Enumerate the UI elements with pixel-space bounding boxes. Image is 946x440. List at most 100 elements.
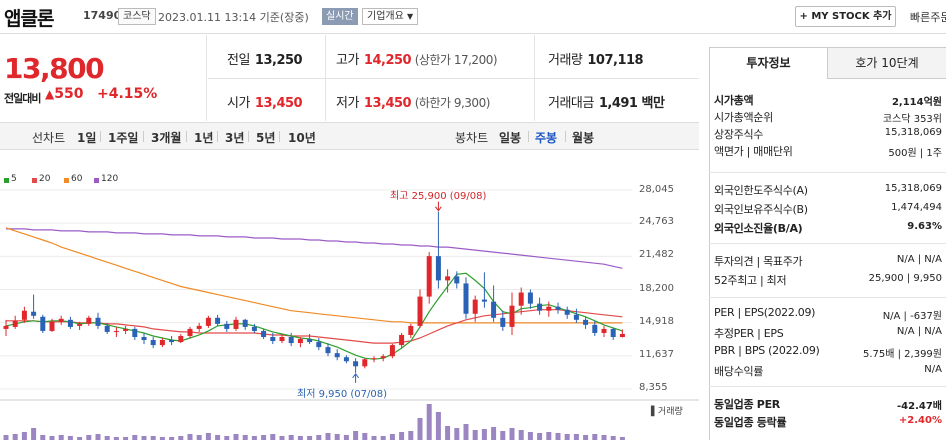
info-value: 코스닥 353위 — [882, 114, 942, 125]
volume-bar — [445, 426, 451, 440]
divider — [279, 131, 280, 142]
candle — [113, 330, 119, 332]
volume-bar — [509, 428, 515, 440]
volume-bar — [592, 434, 598, 440]
info-value: 5.75배 | 2,399원 — [862, 349, 942, 360]
tab-line-10y[interactable]: 10년 — [288, 131, 316, 145]
info-label: 배당수익률 — [714, 365, 764, 378]
volume-bar — [353, 431, 359, 440]
tab-line-1w[interactable]: 1주일 — [108, 131, 139, 145]
volume-bar — [325, 433, 331, 440]
volume-bar — [601, 435, 607, 440]
tab-candle-day[interactable]: 일봉 — [499, 131, 522, 145]
volume-bar — [564, 434, 570, 440]
volume-bar — [417, 418, 423, 440]
candle — [187, 328, 193, 336]
tab-order-book[interactable]: 호가 10단계 — [828, 47, 946, 79]
volume-bar — [3, 435, 9, 440]
volume-bar — [150, 436, 156, 440]
tab-line-5y[interactable]: 5년 — [256, 131, 276, 145]
candle — [242, 319, 248, 327]
stat-label: 거래대금 — [548, 96, 594, 111]
realtime-button[interactable]: 실시간 — [322, 8, 358, 25]
info-label: PER | EPS(2022.09) — [714, 306, 816, 319]
volume-bar — [297, 436, 303, 440]
period-bar — [0, 122, 699, 150]
tab-line-3m[interactable]: 3개월 — [151, 131, 182, 145]
stat-label: 고가 — [336, 53, 359, 68]
candle — [3, 325, 9, 329]
candle — [334, 353, 340, 358]
divider — [709, 386, 946, 387]
candle — [472, 299, 478, 314]
candle — [279, 337, 285, 342]
volume-bar — [67, 436, 73, 440]
info-value: -42.47배 — [897, 401, 942, 412]
stock-code: 174900 — [83, 9, 129, 22]
corp-info-button[interactable]: 기업개요 ▼ — [362, 8, 419, 25]
volume-bar — [104, 436, 110, 440]
candle — [150, 340, 156, 346]
tab-line-3y[interactable]: 3년 — [225, 131, 245, 145]
info-label: 동일업종 등락률 — [714, 416, 787, 429]
add-mystock-button[interactable]: + MY STOCK 추가 — [795, 6, 896, 27]
tab-candle-month[interactable]: 월봉 — [572, 131, 595, 145]
stat-value: 13,450 — [363, 96, 412, 111]
volume-bar — [21, 432, 27, 440]
high-arrow-head — [435, 206, 442, 212]
candle — [159, 340, 165, 346]
volume-label-text: 거래량 — [657, 407, 683, 417]
price-chart[interactable] — [0, 151, 699, 440]
info-label: PBR | BPS (2022.09) — [714, 344, 820, 357]
candle — [58, 318, 64, 322]
tab-line-1y[interactable]: 1년 — [194, 131, 214, 145]
volume-bar — [279, 436, 285, 440]
volume-bar — [481, 429, 487, 440]
candle — [288, 337, 294, 344]
divider — [143, 131, 144, 142]
lower-limit: (하한가 9,300) — [414, 96, 491, 110]
stat-open: 시가 13,450 — [227, 92, 303, 111]
divider — [709, 297, 946, 298]
candle — [261, 330, 267, 338]
candle — [49, 321, 55, 331]
volume-label: ▌거래량 — [651, 407, 683, 417]
volume-bar — [408, 431, 414, 440]
volume-bar — [610, 436, 616, 440]
volume-bar — [343, 435, 349, 440]
candle — [583, 319, 589, 325]
tab-candle-week[interactable]: 주봉 — [535, 131, 558, 145]
info-label: 시가총액순위 — [714, 111, 773, 124]
info-label: 외국인보유주식수(B) — [714, 203, 808, 216]
volume-bar — [307, 436, 313, 440]
info-value: N/A | -637원 — [882, 311, 942, 322]
volume-bar — [58, 435, 64, 440]
tab-line-1d[interactable]: 1일 — [77, 131, 97, 145]
info-value: N/A | N/A — [896, 254, 942, 265]
volume-bar — [169, 437, 175, 440]
tab-investment-info[interactable]: 투자정보 — [709, 47, 828, 79]
divider — [100, 131, 101, 142]
low-annotation: 최저 9,950 (07/08) — [297, 389, 388, 400]
info-value: 9.63% — [907, 221, 942, 232]
candle — [31, 311, 37, 316]
candle — [435, 256, 441, 281]
candle — [592, 324, 598, 333]
volume-bar — [86, 435, 92, 440]
y-tick: 18,200 — [639, 283, 674, 294]
volume-bar — [316, 435, 322, 440]
info-value: 500원 | 1주 — [888, 148, 942, 159]
volume-bar — [196, 435, 202, 440]
candle — [463, 283, 469, 314]
candle-chart-label: 봉차트 — [455, 131, 489, 145]
candle — [297, 339, 303, 344]
volume-bar — [141, 436, 147, 440]
quick-order-link[interactable]: 빠른주문 — [910, 11, 946, 24]
ma60-line — [5, 227, 623, 324]
divider — [709, 172, 946, 173]
legend-ma60: 60 — [71, 174, 83, 184]
legend-swatch-ma60 — [64, 178, 69, 183]
candle — [399, 334, 405, 346]
y-tick: 28,045 — [639, 184, 674, 195]
volume-bar — [159, 437, 165, 440]
